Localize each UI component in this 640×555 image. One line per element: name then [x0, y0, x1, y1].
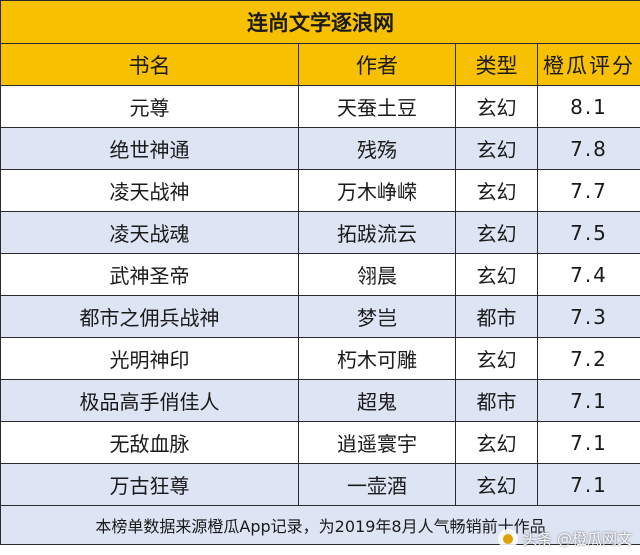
col-header-score: 橙瓜评分 — [537, 43, 640, 86]
author-cell: 万木峥嵘 — [298, 169, 456, 212]
book-cell: 武神圣帝 — [0, 253, 299, 296]
book-cell: 凌天战神 — [0, 169, 299, 212]
author-cell: 逍遥寰宇 — [298, 421, 456, 464]
author-cell: 天蚕土豆 — [298, 85, 456, 128]
book-cell: 无敌血脉 — [0, 421, 299, 464]
watermark-text: 头条 @橙瓜网文 — [522, 530, 632, 548]
score-cell: 7.7 — [537, 169, 640, 212]
book-cell: 万古狂尊 — [0, 463, 299, 506]
book-cell: 绝世神通 — [0, 127, 299, 170]
table-title: 连尚文学逐浪网 — [0, 0, 640, 44]
score-cell: 7.5 — [537, 211, 640, 254]
author-cell: 一壶酒 — [298, 463, 456, 506]
author-cell: 残殇 — [298, 127, 456, 170]
score-cell: 7.1 — [537, 421, 640, 464]
col-header-book: 书名 — [0, 43, 299, 86]
table-row: 万古狂尊 一壶酒 玄幻 7.1 — [0, 463, 640, 506]
book-cell: 光明神印 — [0, 337, 299, 380]
table-row: 武神圣帝 翎晨 玄幻 7.4 — [0, 253, 640, 296]
genre-cell: 玄幻 — [455, 211, 538, 254]
author-cell: 翎晨 — [298, 253, 456, 296]
table-row: 光明神印 朽木可雕 玄幻 7.2 — [0, 337, 640, 380]
watermark-logo-icon — [498, 528, 519, 549]
header-row: 书名 作者 类型 橙瓜评分 — [0, 43, 640, 86]
author-cell: 拓跋流云 — [298, 211, 456, 254]
score-cell: 7.4 — [537, 253, 640, 296]
title-row: 连尚文学逐浪网 — [0, 0, 640, 44]
genre-cell: 都市 — [455, 295, 538, 338]
table-row: 元尊 天蚕土豆 玄幻 8.1 — [0, 85, 640, 128]
genre-cell: 玄幻 — [455, 169, 538, 212]
author-cell: 朽木可雕 — [298, 337, 456, 380]
table-row: 绝世神通 残殇 玄幻 7.8 — [0, 127, 640, 170]
watermark: 头条 @橙瓜网文 — [498, 528, 632, 549]
genre-cell: 玄幻 — [455, 253, 538, 296]
table-row: 无敌血脉 逍遥寰宇 玄幻 7.1 — [0, 421, 640, 464]
score-cell: 7.1 — [537, 379, 640, 422]
genre-cell: 玄幻 — [455, 85, 538, 128]
author-cell: 超鬼 — [298, 379, 456, 422]
score-cell: 7.3 — [537, 295, 640, 338]
score-cell: 7.1 — [537, 463, 640, 506]
score-cell: 7.2 — [537, 337, 640, 380]
footer-row: 本榜单数据来源橙瓜App记录，为2019年8月人气畅销前十作品 — [0, 505, 640, 545]
book-cell: 凌天战魂 — [0, 211, 299, 254]
book-cell: 极品高手俏佳人 — [0, 379, 299, 422]
col-header-genre: 类型 — [455, 43, 538, 86]
genre-cell: 玄幻 — [455, 463, 538, 506]
table-row: 凌天战魂 拓跋流云 玄幻 7.5 — [0, 211, 640, 254]
table-row: 凌天战神 万木峥嵘 玄幻 7.7 — [0, 169, 640, 212]
genre-cell: 玄幻 — [455, 127, 538, 170]
col-header-author: 作者 — [298, 43, 456, 86]
table-row: 都市之佣兵战神 梦岂 都市 7.3 — [0, 295, 640, 338]
genre-cell: 玄幻 — [455, 421, 538, 464]
source-note: 本榜单数据来源橙瓜App记录，为2019年8月人气畅销前十作品 — [0, 505, 640, 545]
genre-cell: 都市 — [455, 379, 538, 422]
score-cell: 8.1 — [537, 85, 640, 128]
author-cell: 梦岂 — [298, 295, 456, 338]
book-cell: 元尊 — [0, 85, 299, 128]
table-row: 极品高手俏佳人 超鬼 都市 7.1 — [0, 379, 640, 422]
score-cell: 7.8 — [537, 127, 640, 170]
genre-cell: 玄幻 — [455, 337, 538, 380]
book-cell: 都市之佣兵战神 — [0, 295, 299, 338]
